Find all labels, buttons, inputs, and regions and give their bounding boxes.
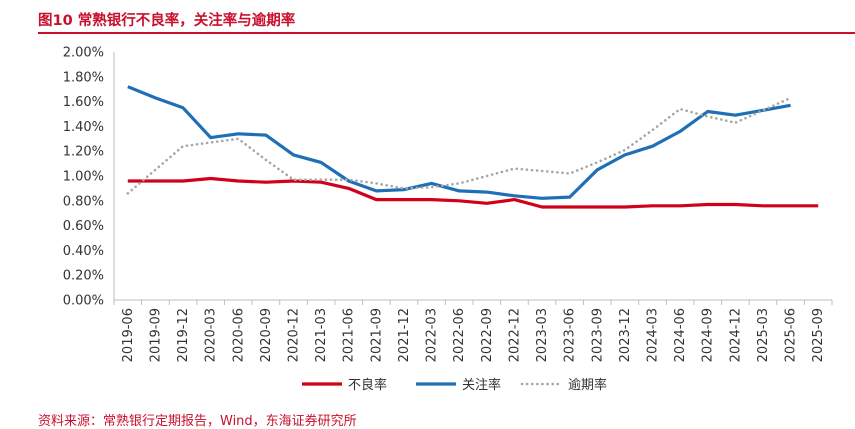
x-tick-label: 2022-12 xyxy=(507,308,522,362)
chart-legend: 不良率 关注率 逾期率 xyxy=(302,377,607,393)
source-note: 资料来源：常熟银行定期报告，Wind，东海证券研究所 xyxy=(38,414,357,429)
title-divider xyxy=(38,32,855,34)
x-tick-label: 2022-03 xyxy=(425,308,440,362)
legend-label-3: 逾期率 xyxy=(568,377,607,393)
y-tick-label: 1.60% xyxy=(63,95,104,110)
x-tick-label: 2023-12 xyxy=(618,308,633,362)
y-tick-label: 1.40% xyxy=(63,120,104,135)
y-tick-label: 1.20% xyxy=(63,145,104,160)
y-tick-label: 0.20% xyxy=(63,269,104,284)
x-tick-label: 2020-12 xyxy=(287,308,302,362)
chart-series xyxy=(126,85,819,209)
x-tick-label: 2021-12 xyxy=(397,308,412,362)
x-tick-label: 2021-03 xyxy=(314,308,329,362)
y-tick-label: 2.00% xyxy=(63,46,104,61)
figure-title: 图10 常熟银行不良率，关注率与逾期率 xyxy=(38,13,296,29)
x-tick-label: 2020-06 xyxy=(231,308,246,362)
x-tick-label: 2024-03 xyxy=(646,308,661,362)
series-line-2 xyxy=(127,85,791,200)
x-tick-label: 2024-06 xyxy=(673,308,688,362)
x-tick-label: 2023-03 xyxy=(535,308,550,362)
chart-axes: 0.00% 0.20% 0.40% 0.60% 0.80% 1.00% 1.20% 1.40%… xyxy=(63,46,833,362)
x-tick-label: 2019-09 xyxy=(148,308,163,362)
y-tick-label: 0.80% xyxy=(63,194,104,209)
x-tick-label: 2019-12 xyxy=(176,308,191,362)
x-tick-label: 2024-12 xyxy=(728,308,743,362)
x-tick-label: 2022-09 xyxy=(480,308,495,362)
y-tick-label: 0.00% xyxy=(63,294,104,309)
legend-label-1: 不良率 xyxy=(348,377,387,393)
x-tick-label: 2025-06 xyxy=(784,308,799,362)
y-tick-label: 1.00% xyxy=(63,170,104,185)
x-tick-label: 2020-09 xyxy=(259,308,274,362)
x-tick-label: 2020-03 xyxy=(204,308,219,362)
x-tick-label: 2025-03 xyxy=(756,308,771,362)
series-line-3 xyxy=(126,96,792,195)
x-tick-label: 2024-09 xyxy=(701,308,716,362)
y-tick-label: 0.40% xyxy=(63,244,104,259)
x-tick-label: 2023-09 xyxy=(590,308,605,362)
x-tick-label: 2025-09 xyxy=(811,308,826,362)
legend-label-2: 关注率 xyxy=(462,377,501,393)
y-tick-label: 0.60% xyxy=(63,219,104,234)
series-line-1 xyxy=(127,176,819,209)
y-tick-label: 1.80% xyxy=(63,70,104,85)
x-tick-label: 2021-06 xyxy=(342,308,357,362)
x-tick-label: 2019-06 xyxy=(121,308,136,362)
x-tick-label: 2023-06 xyxy=(563,308,578,362)
x-tick-label: 2022-06 xyxy=(452,308,467,362)
x-tick-label: 2021-09 xyxy=(369,308,384,362)
